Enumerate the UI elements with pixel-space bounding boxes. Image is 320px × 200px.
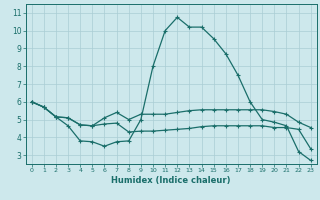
X-axis label: Humidex (Indice chaleur): Humidex (Indice chaleur) (111, 176, 231, 185)
